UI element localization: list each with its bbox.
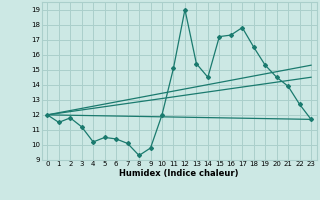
X-axis label: Humidex (Indice chaleur): Humidex (Indice chaleur) xyxy=(119,169,239,178)
